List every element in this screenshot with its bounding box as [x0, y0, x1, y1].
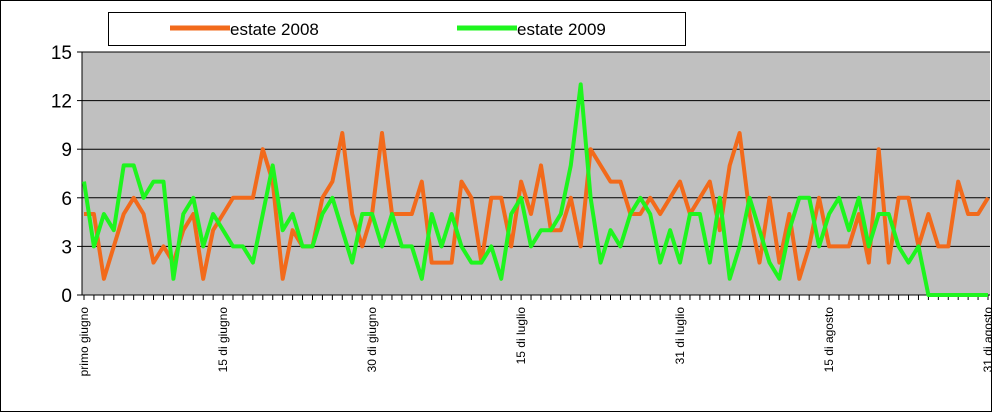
y-tick-label: 12 — [51, 92, 72, 113]
x-tick-label: 31 di luglio — [673, 307, 687, 365]
y-tick-label: 15 — [51, 43, 72, 64]
x-tick-label: 15 di giugno — [216, 307, 230, 373]
legend-label: estate 2008 — [230, 20, 319, 39]
x-tick-label: 30 di giugno — [365, 307, 379, 373]
y-tick-label: 3 — [61, 237, 72, 258]
legend-label: estate 2009 — [517, 20, 606, 39]
series-line — [82, 82, 988, 297]
series-line — [84, 131, 990, 281]
y-tick-label: 9 — [61, 140, 72, 161]
y-tick-label: 0 — [61, 286, 72, 307]
plot-area — [82, 52, 990, 295]
x-tick-label: 15 di agosto — [822, 307, 836, 373]
y-tick-label: 6 — [61, 189, 72, 210]
x-tick-label: primo giugno — [77, 307, 91, 377]
x-tick-label: 31 di agosto — [981, 307, 992, 373]
x-tick-label: 15 di luglio — [514, 307, 528, 365]
